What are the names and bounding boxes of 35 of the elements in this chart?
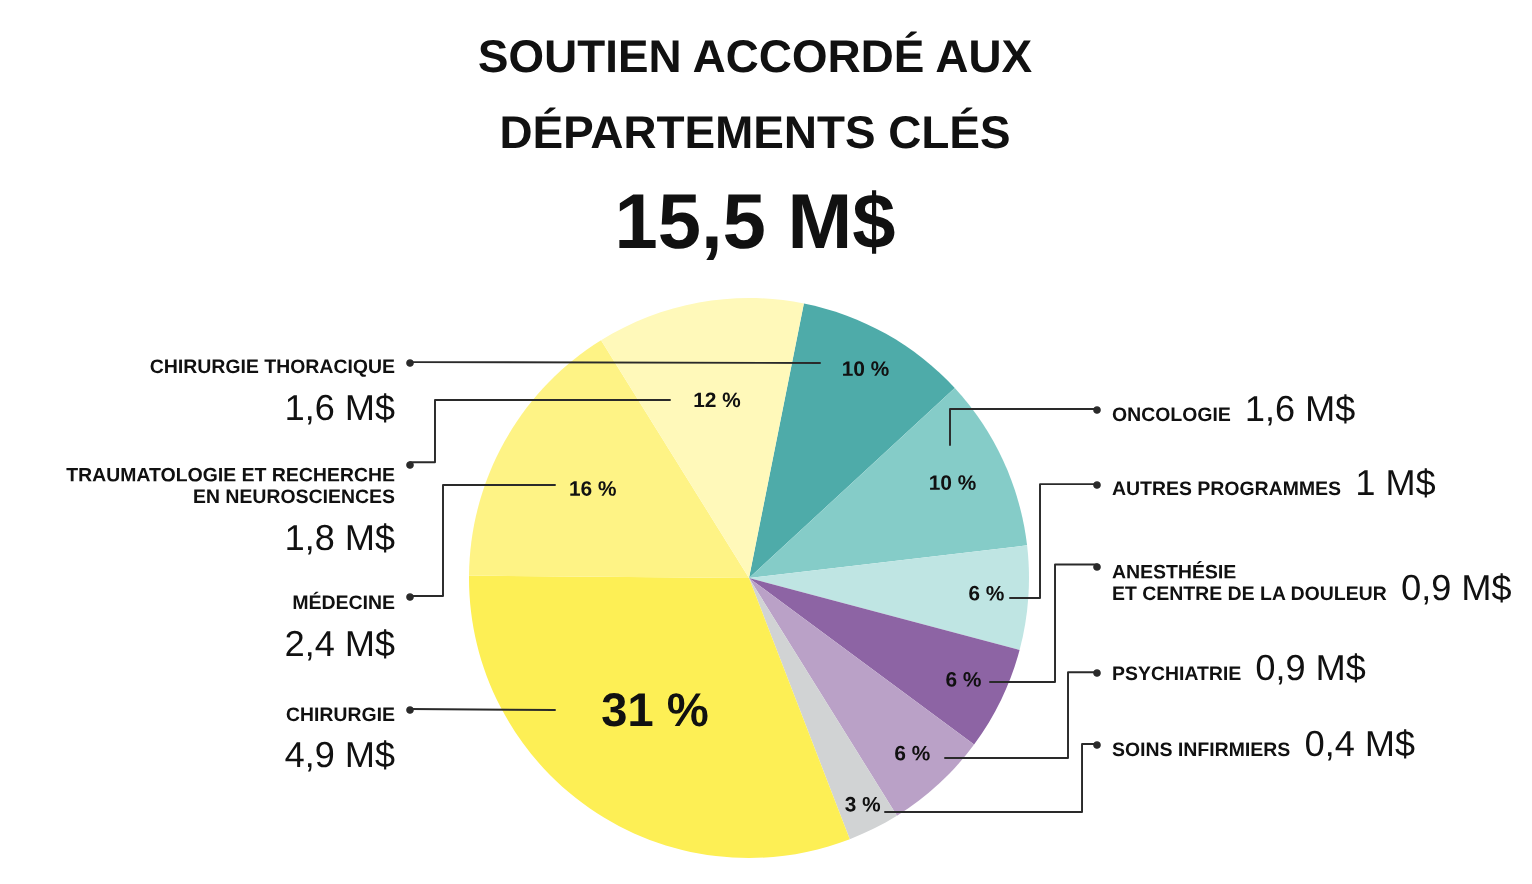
slice-label: CHIRURGIE THORACIQUE	[150, 359, 395, 377]
slice-label: PSYCHIATRIE	[1113, 666, 1241, 681]
data-label: 31 %	[602, 693, 708, 727]
slice-label: TRAUMATOLOGIE ET RECHERCHE EN NEUROSCIENCES	[66, 467, 395, 504]
slice-label: CHIRURGIE	[286, 707, 395, 722]
data-label: 6 %	[895, 745, 930, 761]
text: 0,9 M$	[1256, 653, 1366, 685]
text: 0,4 M$	[1306, 729, 1415, 761]
pie-slice	[749, 545, 1029, 650]
data-label: 16 %	[570, 481, 616, 496]
slice-label: MÉDECINE	[293, 591, 395, 610]
slice-label: ANESTHÉSIE ET CENTRE DE LA DOULEUR	[1112, 561, 1387, 601]
text: 1,6 M$	[287, 393, 395, 425]
chart-subtitle: 15,5 M$	[619, 190, 895, 261]
text: 1 M$	[1358, 468, 1436, 498]
chart-title: SOUTIEN ACCORDÉ AUX DÉPARTEMENTS CLÉS	[479, 31, 1032, 149]
slice-label: SOINS INFIRMIERS	[1112, 742, 1290, 757]
data-label: 3 %	[845, 796, 881, 812]
data-label: 10 %	[843, 361, 889, 377]
slice-label: AUTRES PROGRAMMES	[1112, 481, 1341, 496]
pie-slice	[749, 388, 1028, 578]
pie-slice	[749, 578, 1020, 745]
slice-label: ONCOLOGIE	[1112, 407, 1231, 422]
pie-slice	[469, 340, 749, 578]
text: 0,9 M$	[1402, 573, 1511, 605]
data-label: 12 %	[694, 392, 741, 408]
pie-slice	[749, 578, 897, 840]
text: 4,9 M$	[285, 740, 395, 772]
data-label: 6 %	[969, 585, 1004, 601]
data-label: 6 %	[946, 672, 981, 687]
data-label: 10 %	[930, 475, 976, 490]
text: 2,4 M$	[286, 629, 395, 661]
text: 1,6 M$	[1247, 394, 1355, 426]
pie-slice	[749, 303, 955, 578]
text: 1,8 M$	[287, 523, 395, 555]
